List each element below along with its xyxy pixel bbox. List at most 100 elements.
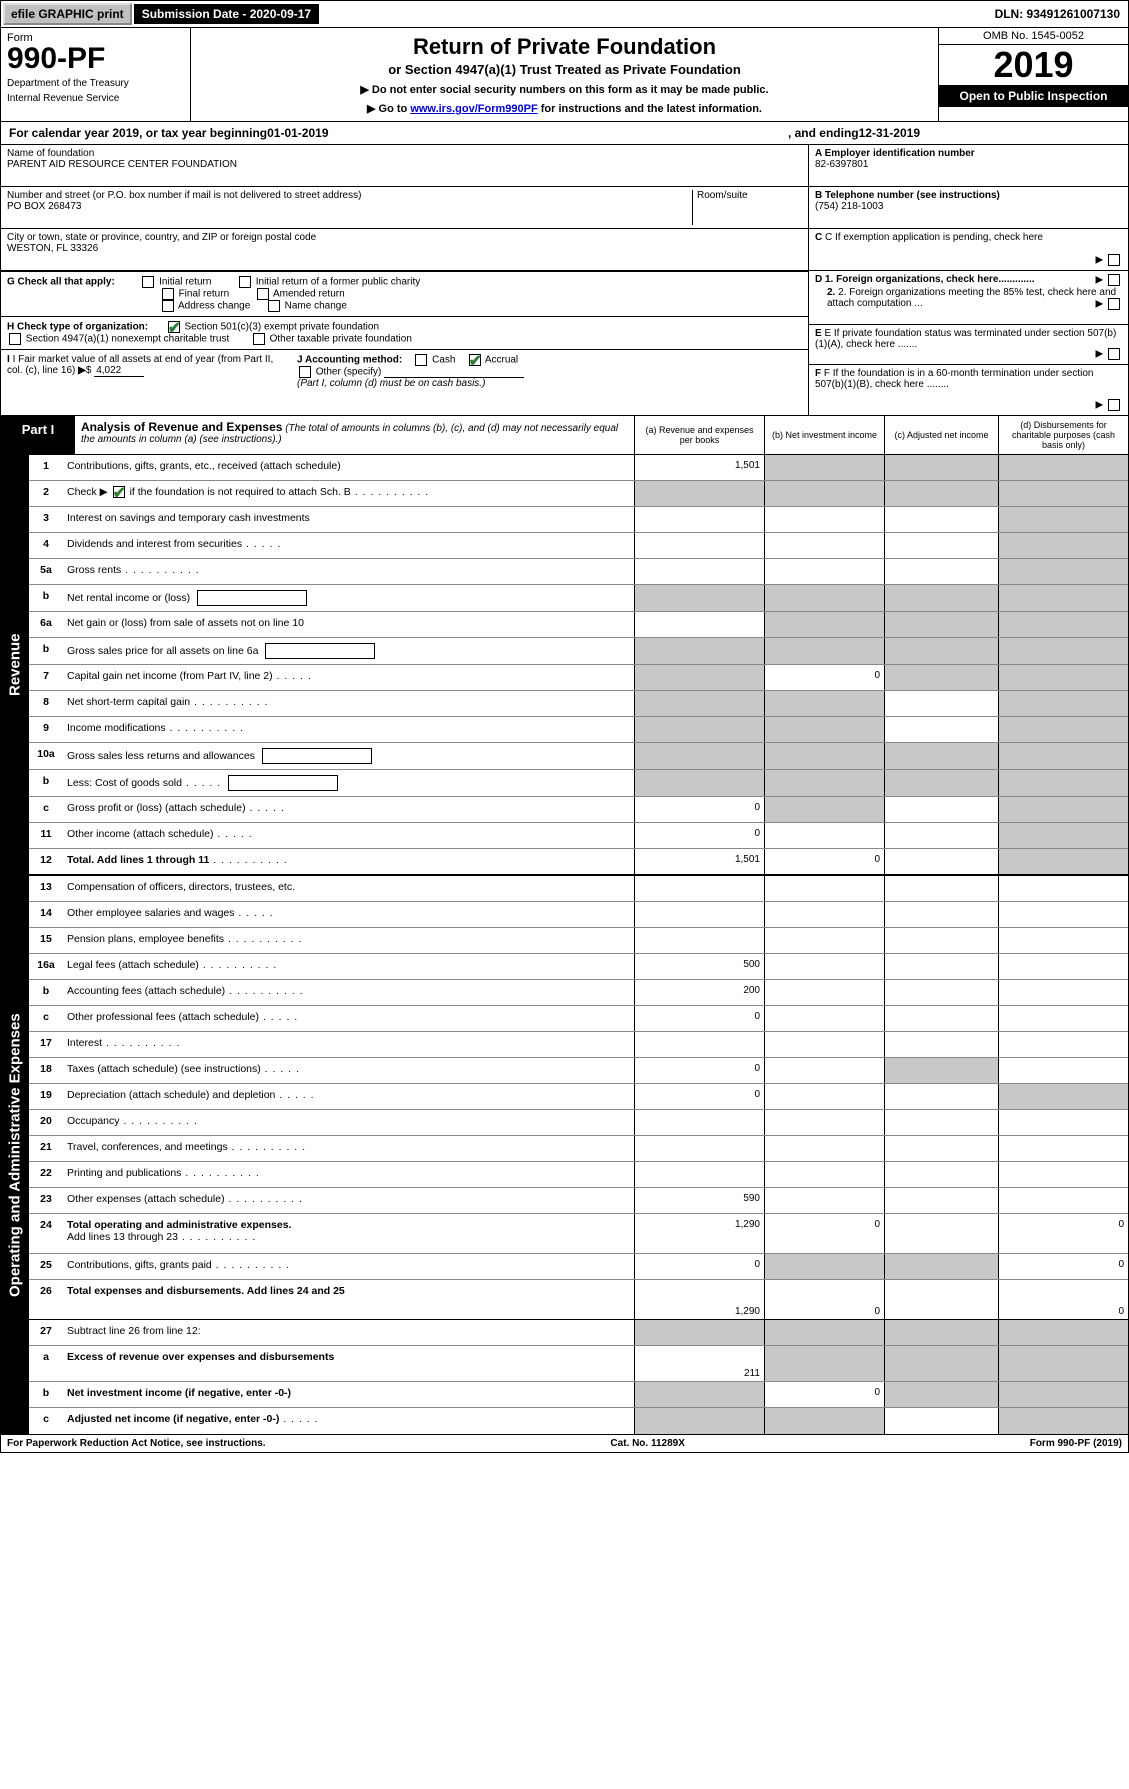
inline-box	[262, 748, 372, 764]
phone-label: B Telephone number (see instructions)	[815, 190, 1000, 201]
table-row: 14Other employee salaries and wages	[29, 902, 1128, 928]
chk-4947[interactable]	[9, 333, 21, 345]
table-row: 25Contributions, gifts, grants paid00	[29, 1254, 1128, 1280]
table-row: bAccounting fees (attach schedule)200	[29, 980, 1128, 1006]
dln: DLN: 93491261007130	[987, 4, 1128, 24]
chk-address-change[interactable]	[162, 300, 174, 312]
irs-link[interactable]: www.irs.gov/Form990PF	[410, 103, 537, 115]
table-row: 12Total. Add lines 1 through 111,5010	[29, 849, 1128, 875]
table-row: 9Income modifications	[29, 717, 1128, 743]
chk-final-return[interactable]	[162, 288, 174, 300]
chk-amended[interactable]	[257, 288, 269, 300]
ein-value: 82-6397801	[815, 159, 868, 170]
col-b-header: (b) Net investment income	[764, 416, 884, 454]
table-row: 16aLegal fees (attach schedule)500	[29, 954, 1128, 980]
header-right: OMB No. 1545-0052 2019 Open to Public In…	[938, 28, 1128, 121]
section-g: G Check all that apply: Initial return I…	[1, 271, 808, 316]
chk-cash[interactable]	[415, 354, 427, 366]
efile-print-button[interactable]: efile GRAPHIC print	[3, 3, 132, 25]
table-row: 23Other expenses (attach schedule)590	[29, 1188, 1128, 1214]
instr-link-row: ▶ Go to www.irs.gov/Form990PF for instru…	[197, 102, 932, 115]
opt-4947: Section 4947(a)(1) nonexempt charitable …	[26, 334, 229, 345]
opt-former: Initial return of a former public charit…	[256, 277, 421, 288]
page-footer: For Paperwork Reduction Act Notice, see …	[0, 1435, 1129, 1453]
entity-info: Name of foundation PARENT AID RESOURCE C…	[0, 145, 1129, 416]
table-row: bNet rental income or (loss)	[29, 585, 1128, 612]
city-value: WESTON, FL 33326	[7, 243, 802, 254]
header-center: Return of Private Foundation or Section …	[191, 28, 938, 121]
table-row: 10aGross sales less returns and allowanc…	[29, 743, 1128, 770]
chk-sch-b[interactable]	[113, 486, 125, 498]
chk-foreign-org[interactable]	[1108, 274, 1120, 286]
open-to-public: Open to Public Inspection	[939, 85, 1128, 107]
inline-box	[197, 590, 307, 606]
col-d-header: (d) Disbursements for charitable purpose…	[998, 416, 1128, 454]
j-label: J Accounting method:	[297, 355, 402, 366]
table-row: cOther professional fees (attach schedul…	[29, 1006, 1128, 1032]
top-bar: efile GRAPHIC print Submission Date - 20…	[0, 0, 1129, 28]
chk-initial-return[interactable]	[142, 276, 154, 288]
table-row: 22Printing and publications	[29, 1162, 1128, 1188]
table-row: 24Total operating and administrative exp…	[29, 1214, 1128, 1254]
table-row: 3Interest on savings and temporary cash …	[29, 507, 1128, 533]
chk-85pct[interactable]	[1108, 298, 1120, 310]
part1-header: Part I Analysis of Revenue and Expenses …	[0, 416, 1129, 455]
inline-box	[265, 643, 375, 659]
foundation-name: PARENT AID RESOURCE CENTER FOUNDATION	[7, 159, 802, 170]
irs-label: Internal Revenue Service	[7, 93, 184, 104]
opt-501c3: Section 501(c)(3) exempt private foundat…	[184, 322, 379, 333]
expenses-section: Operating and Administrative Expenses 13…	[0, 876, 1129, 1435]
chk-exemption-pending[interactable]	[1108, 254, 1120, 266]
table-row: 18Taxes (attach schedule) (see instructi…	[29, 1058, 1128, 1084]
chk-accrual[interactable]	[469, 354, 481, 366]
form-subtitle: or Section 4947(a)(1) Trust Treated as P…	[197, 62, 932, 77]
opt-initial: Initial return	[159, 277, 211, 288]
section-i: I I Fair market value of all assets at e…	[1, 349, 808, 393]
table-row: 6aNet gain or (loss) from sale of assets…	[29, 612, 1128, 638]
opt-other: Other (specify)	[316, 367, 382, 378]
table-row: bLess: Cost of goods sold	[29, 770, 1128, 797]
room-label: Room/suite	[692, 190, 802, 225]
table-row: 26Total expenses and disbursements. Add …	[29, 1280, 1128, 1320]
table-row: 5aGross rents	[29, 559, 1128, 585]
tax-year: 2019	[939, 45, 1128, 85]
table-row: 20Occupancy	[29, 1110, 1128, 1136]
chk-other-taxable[interactable]	[253, 333, 265, 345]
section-f: F F If the foundation is in a 60-month t…	[809, 365, 1128, 415]
table-row: bNet investment income (if negative, ent…	[29, 1382, 1128, 1408]
table-row: bGross sales price for all assets on lin…	[29, 638, 1128, 665]
calendar-year-row: For calendar year 2019, or tax year begi…	[0, 122, 1129, 145]
opt-final: Final return	[179, 289, 230, 300]
chk-initial-former[interactable]	[239, 276, 251, 288]
city-label: City or town, state or province, country…	[7, 232, 802, 243]
section-d: D 1. Foreign organizations, check here..…	[809, 271, 1128, 325]
form-header: Form 990-PF Department of the Treasury I…	[0, 28, 1129, 122]
chk-terminated[interactable]	[1108, 348, 1120, 360]
table-row: 8Net short-term capital gain	[29, 691, 1128, 717]
table-row: aExcess of revenue over expenses and dis…	[29, 1346, 1128, 1382]
form-title: Return of Private Foundation	[197, 34, 932, 60]
instr-post: for instructions and the latest informat…	[538, 103, 762, 115]
instr-pre: ▶ Go to	[367, 103, 410, 115]
section-e: E E If private foundation status was ter…	[809, 325, 1128, 365]
other-specify-line[interactable]	[384, 366, 524, 378]
chk-60month[interactable]	[1108, 399, 1120, 411]
submission-date: Submission Date - 2020-09-17	[134, 4, 319, 24]
cash-basis-note: (Part I, column (d) must be on cash basi…	[297, 378, 485, 389]
fmv-value: 4,022	[94, 365, 144, 377]
footer-mid: Cat. No. 11289X	[610, 1438, 684, 1449]
chk-name-change[interactable]	[268, 300, 280, 312]
table-row: 7Capital gain net income (from Part IV, …	[29, 665, 1128, 691]
header-left: Form 990-PF Department of the Treasury I…	[1, 28, 191, 121]
table-row: cGross profit or (loss) (attach schedule…	[29, 797, 1128, 823]
c-label: C If exemption application is pending, c…	[825, 232, 1043, 243]
chk-501c3[interactable]	[168, 321, 180, 333]
table-row: 1Contributions, gifts, grants, etc., rec…	[29, 455, 1128, 481]
omb-number: OMB No. 1545-0052	[939, 28, 1128, 45]
info-right-col: A Employer identification number 82-6397…	[808, 145, 1128, 415]
dept-treasury: Department of the Treasury	[7, 78, 184, 89]
footer-right: Form 990-PF (2019)	[1030, 1438, 1122, 1449]
table-row: 27Subtract line 26 from line 12:	[29, 1320, 1128, 1346]
chk-other-method[interactable]	[299, 366, 311, 378]
opt-amended: Amended return	[273, 289, 345, 300]
